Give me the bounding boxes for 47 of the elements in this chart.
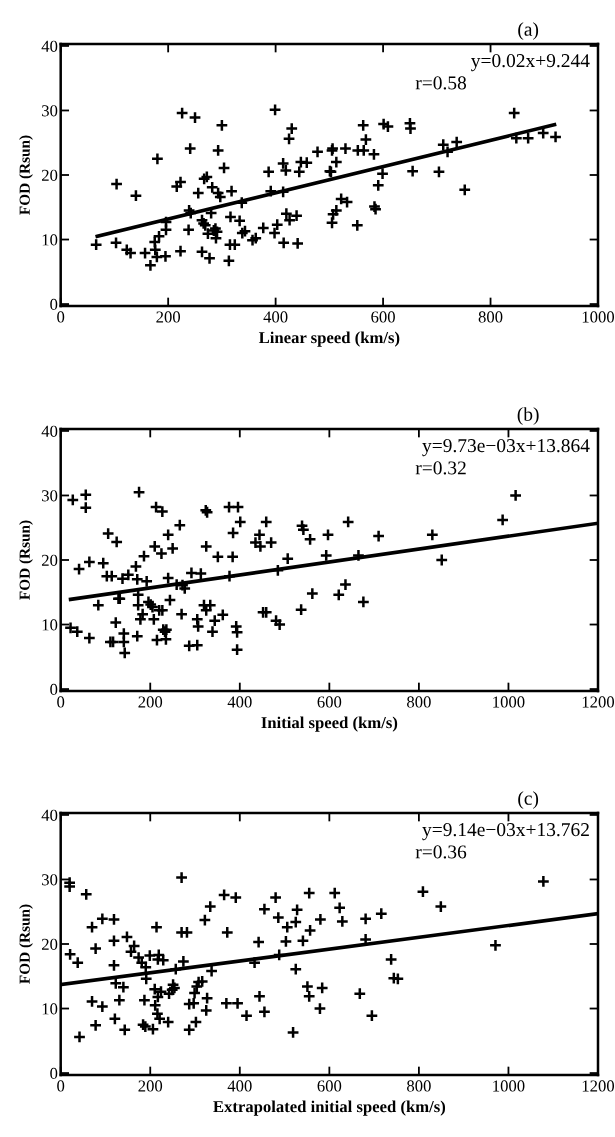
- x-tick-label: 1000: [582, 311, 615, 323]
- chart-title: (a): [518, 22, 539, 40]
- y-tick-label: 20: [41, 554, 58, 566]
- y-tick-label: 20: [41, 938, 58, 950]
- y-tick-label: 10: [42, 619, 58, 631]
- x-tick-label: 400: [227, 696, 252, 708]
- x-axis-title: Initial speed (km/s): [261, 716, 398, 732]
- x-tick-label: 600: [371, 311, 395, 323]
- x-tick-label: 1200: [582, 696, 615, 708]
- x-axis-title: Linear speed (km/s): [258, 331, 400, 347]
- annotation: y=9.73e−03x+13.864: [422, 439, 590, 457]
- x-tick-label: 800: [407, 1080, 431, 1092]
- x-tick-label: 1000: [493, 696, 525, 708]
- x-tick-label: 1200: [582, 1080, 615, 1092]
- y-tick-label: 30: [42, 874, 58, 886]
- x-tick-label: 400: [263, 311, 288, 323]
- x-tick-label: 600: [317, 1080, 342, 1092]
- x-tick-label: 800: [478, 311, 503, 323]
- x-tick-label: 400: [227, 1080, 252, 1092]
- x-tick-label: 200: [156, 311, 181, 323]
- annotation: r=0.36: [415, 845, 467, 859]
- y-tick-label: 10: [42, 1003, 58, 1015]
- chart-title: (c): [518, 791, 539, 809]
- y-tick-label: 10: [42, 234, 58, 246]
- annotation: y=0.02x+9.244: [471, 54, 590, 72]
- y-tick-label: 0: [50, 1067, 58, 1080]
- y-axis-title: FOD (Rsun): [19, 520, 33, 600]
- x-tick-label: 1000: [493, 1080, 525, 1092]
- chart-title: (b): [517, 407, 539, 425]
- y-tick-label: 40: [41, 40, 58, 52]
- y-axis-title: FOD (Rsun): [19, 135, 33, 215]
- y-tick-label: 0: [50, 683, 58, 696]
- x-tick-label: 200: [138, 696, 163, 708]
- y-tick-label: 20: [41, 169, 58, 181]
- y-tick-label: 0: [50, 298, 58, 311]
- annotation: y=9.14e−03x+13.762: [422, 823, 589, 841]
- y-tick-label: 30: [42, 490, 58, 502]
- annotation: r=0.58: [415, 76, 467, 90]
- y-tick-label: 40: [41, 425, 58, 437]
- annotation: r=0.32: [415, 461, 466, 475]
- y-axis-title: FOD (Rsun): [19, 904, 33, 984]
- y-tick-label: 40: [41, 809, 58, 821]
- x-tick-label: 200: [138, 1080, 163, 1092]
- x-tick-label: 600: [317, 696, 342, 708]
- x-tick-label: 800: [407, 696, 431, 708]
- y-tick-label: 30: [42, 105, 58, 117]
- x-axis-title: Extrapolated initial speed (km/s): [213, 1100, 446, 1116]
